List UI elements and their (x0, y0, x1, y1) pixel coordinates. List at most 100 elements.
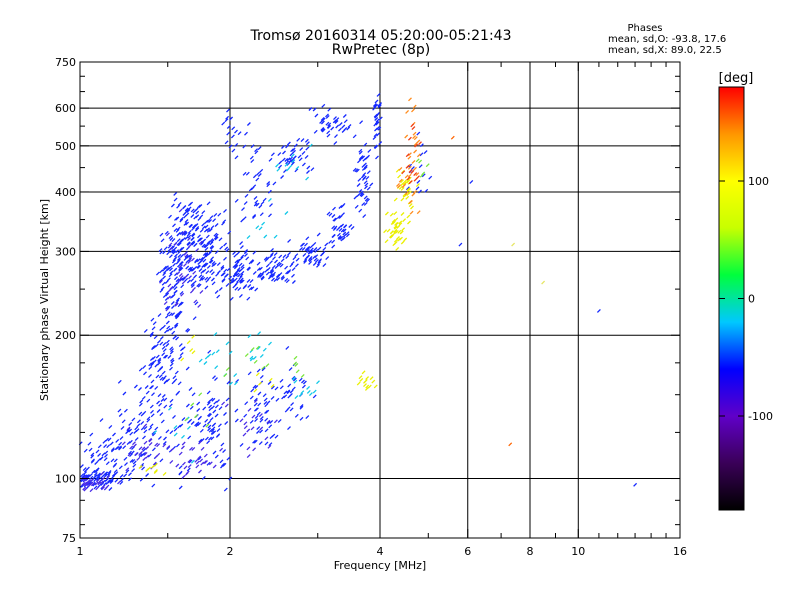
data-point (151, 326, 156, 331)
data-point (163, 354, 167, 359)
data-point (321, 128, 326, 133)
data-point (250, 426, 255, 431)
data-point (157, 359, 162, 363)
data-point (157, 313, 162, 318)
data-point (165, 266, 170, 271)
data-point (221, 221, 226, 226)
data-point (237, 287, 242, 292)
data-point (181, 461, 186, 466)
data-point (423, 150, 428, 155)
data-point (220, 266, 225, 271)
data-point (178, 343, 183, 348)
data-point (270, 247, 274, 252)
data-point (338, 122, 343, 126)
data-point (404, 134, 409, 139)
data-point (115, 438, 120, 443)
data-point (101, 452, 106, 457)
data-point (308, 255, 313, 260)
data-point (397, 174, 402, 179)
data-point (160, 419, 165, 424)
data-point (200, 241, 204, 246)
data-point (403, 237, 408, 242)
data-point (212, 262, 217, 267)
data-point (161, 352, 166, 357)
data-point (93, 485, 98, 490)
data-point (142, 364, 147, 369)
data-point (326, 211, 331, 216)
data-point (201, 243, 206, 248)
data-point (407, 152, 412, 157)
data-point (193, 223, 198, 228)
data-point (255, 372, 260, 377)
data-point (378, 141, 383, 146)
data-point (169, 237, 174, 241)
data-point (178, 310, 183, 315)
data-point (333, 116, 337, 121)
data-point (242, 285, 247, 290)
data-point (200, 275, 205, 280)
data-point (264, 428, 269, 433)
data-point (246, 428, 251, 433)
data-point (80, 473, 85, 478)
data-point (186, 340, 191, 345)
data-point (286, 389, 291, 394)
data-point (221, 278, 226, 282)
data-point (164, 329, 168, 334)
data-point (149, 357, 154, 362)
data-point (170, 357, 174, 362)
data-point (400, 212, 405, 216)
data-point (317, 246, 322, 251)
data-point (258, 226, 263, 231)
data-point (408, 203, 413, 208)
data-point (412, 131, 417, 136)
data-point (247, 371, 252, 376)
data-point (209, 215, 214, 220)
data-point (187, 260, 192, 264)
data-point (167, 283, 172, 288)
data-point (165, 343, 170, 347)
data-point (280, 175, 285, 179)
data-point (165, 232, 170, 237)
data-point (174, 314, 179, 319)
data-point (396, 236, 400, 240)
data-point (300, 373, 305, 378)
data-point (414, 143, 419, 148)
data-point (176, 297, 180, 302)
data-point (197, 234, 201, 239)
data-point (177, 253, 182, 258)
data-point (250, 286, 255, 291)
data-point (373, 384, 378, 389)
data-point (337, 235, 342, 240)
data-point (264, 436, 269, 441)
data-point (183, 221, 188, 226)
data-point (201, 475, 206, 480)
data-point (394, 221, 399, 226)
data-point (363, 201, 368, 206)
data-point (161, 394, 166, 398)
data-point (269, 260, 273, 265)
data-point (178, 355, 183, 360)
data-point (314, 254, 319, 259)
data-point (194, 259, 199, 264)
data-point (104, 453, 108, 458)
data-point (290, 402, 295, 407)
data-point (246, 454, 251, 459)
data-point (354, 204, 359, 209)
data-point (302, 252, 307, 257)
data-point (267, 197, 272, 202)
data-point (206, 228, 211, 233)
data-point (171, 380, 176, 385)
data-point (284, 211, 289, 215)
data-point (83, 448, 88, 453)
data-point (242, 432, 247, 437)
data-point (193, 243, 198, 248)
data-point (398, 166, 403, 171)
data-point (121, 419, 126, 424)
data-point (186, 467, 191, 472)
data-point (256, 368, 261, 373)
data-point (325, 256, 330, 261)
data-point (194, 458, 199, 463)
data-point (210, 256, 215, 261)
data-point (303, 258, 308, 263)
data-point (316, 232, 321, 237)
